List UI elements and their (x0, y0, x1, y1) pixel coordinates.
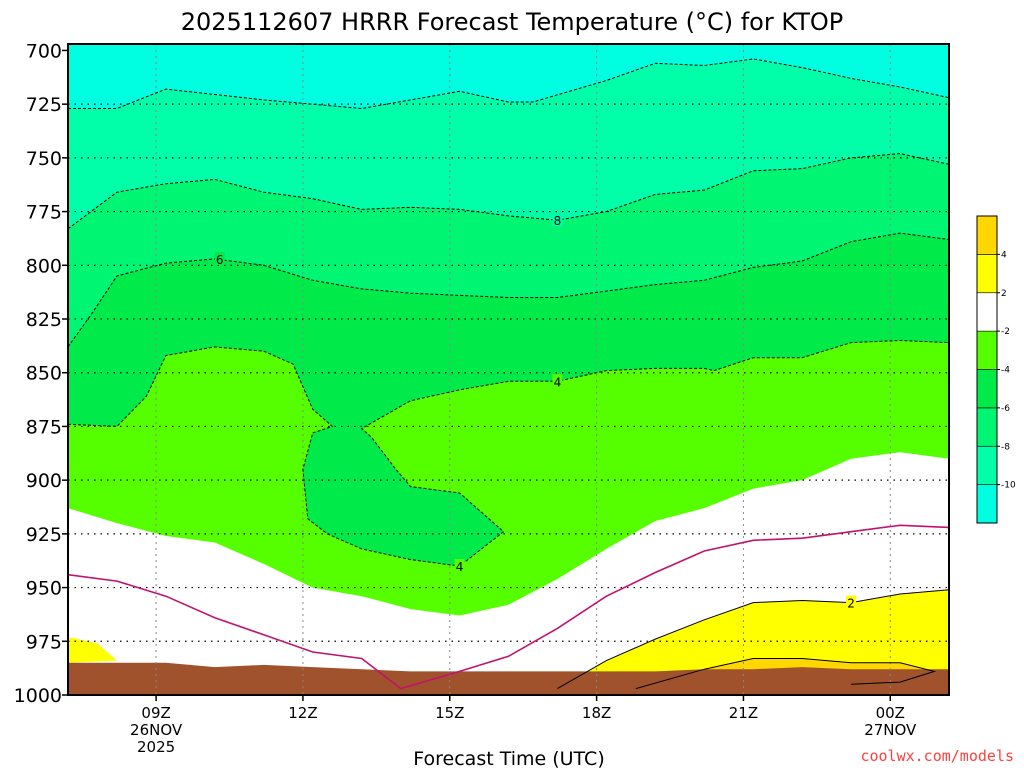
colorbar-label-7: 4 (1001, 250, 1007, 260)
contour-line-6 (635, 658, 937, 690)
y-tick-label-1000: 1000 (14, 685, 62, 707)
colorbar-swatch-2 (976, 407, 998, 447)
colorbar-label-6: 2 (1001, 289, 1007, 299)
grid-lines (68, 44, 949, 695)
colorbar-label-5: -2 (1001, 327, 1010, 337)
colorbar-frame (976, 215, 998, 524)
terrain-layer (68, 662, 949, 695)
y-tick-label-975: 975 (26, 631, 62, 653)
y-tick-label-825: 825 (26, 309, 62, 331)
contour-label-2: 4 (554, 375, 562, 389)
x-tick-label-12-0: 18Z (582, 704, 611, 722)
x-tick-label-15-0: 21Z (729, 704, 758, 722)
x-tick-label-6-0: 12Z (288, 704, 317, 722)
colorbar-swatch-6 (976, 254, 998, 294)
contour-line-0 (68, 58, 949, 110)
contour-line-5 (557, 589, 949, 690)
x-axis-label: Forecast Time (UTC) (413, 748, 604, 768)
colorbar-swatch-5 (976, 292, 998, 332)
contour-label-bg-2 (552, 374, 563, 388)
colorbar-swatch-3 (976, 369, 998, 409)
colorbar-swatch-4 (976, 330, 998, 370)
y-tick-label-850: 850 (26, 363, 62, 385)
y-tick-label-800: 800 (26, 255, 62, 277)
colorbar-label-1: -10 (1001, 481, 1016, 491)
x-tick-label-3-1: 26NOV (130, 721, 183, 739)
colorbar-label-3: -6 (1001, 404, 1010, 414)
credit-text: coolwx.com/models (860, 747, 1014, 765)
contour-lines (68, 58, 949, 690)
contour-label-bg-4 (846, 595, 857, 609)
x-tick-label-18-0: 00Z (876, 704, 905, 722)
y-tick-label-900: 900 (26, 470, 62, 492)
x-tick-label-3-0: 09Z (141, 704, 170, 722)
y-tick-label-775: 775 (26, 202, 62, 224)
temp-band-8 (68, 637, 117, 663)
contour-label-bg-3 (454, 559, 465, 573)
colorbar-label-4: -4 (1001, 366, 1010, 376)
contour-fills (68, 44, 949, 695)
x-tick-label-9-0: 15Z (435, 704, 464, 722)
colorbar-swatch-7 (976, 215, 998, 255)
contour-label-bg-1 (214, 251, 225, 265)
contour-label-1: 6 (216, 253, 224, 267)
x-tick-label-18-1: 27NOV (864, 721, 917, 739)
plot-frame (67, 43, 950, 696)
y-axis: 700 725 750 775 800 825 850 875 900 925 950 975 1000 (14, 40, 68, 707)
terrain-fill (68, 662, 949, 695)
colorbar: -10 -8 -6 -4 -2 2 4 (976, 215, 1016, 524)
colorbar-label-2: -8 (1001, 442, 1010, 452)
chart-title: 2025112607 HRRR Forecast Temperature (°C… (181, 8, 844, 36)
colorbar-swatch-1 (976, 445, 998, 485)
y-tick-label-725: 725 (26, 94, 62, 116)
contour-line-2 (68, 232, 949, 348)
contour-line-4 (68, 524, 949, 690)
y-tick-label-875: 875 (26, 416, 62, 438)
y-tick-label-950: 950 (26, 578, 62, 600)
contour-label-4: 2 (847, 597, 855, 611)
colorbar-swatch-0 (976, 484, 998, 524)
contour-line-3 (68, 339, 949, 567)
y-tick-label-750: 750 (26, 148, 62, 170)
contour-labels: 8 6 4 4 2 (214, 213, 857, 611)
y-tick-label-700: 700 (26, 40, 62, 62)
contour-label-3: 4 (456, 560, 464, 574)
contour-line-1 (68, 153, 949, 230)
x-tick-label-3-2: 2025 (137, 738, 175, 756)
y-tick-label-925: 925 (26, 524, 62, 546)
contour-label-bg-0 (552, 213, 563, 227)
contour-label-0: 8 (554, 214, 562, 228)
